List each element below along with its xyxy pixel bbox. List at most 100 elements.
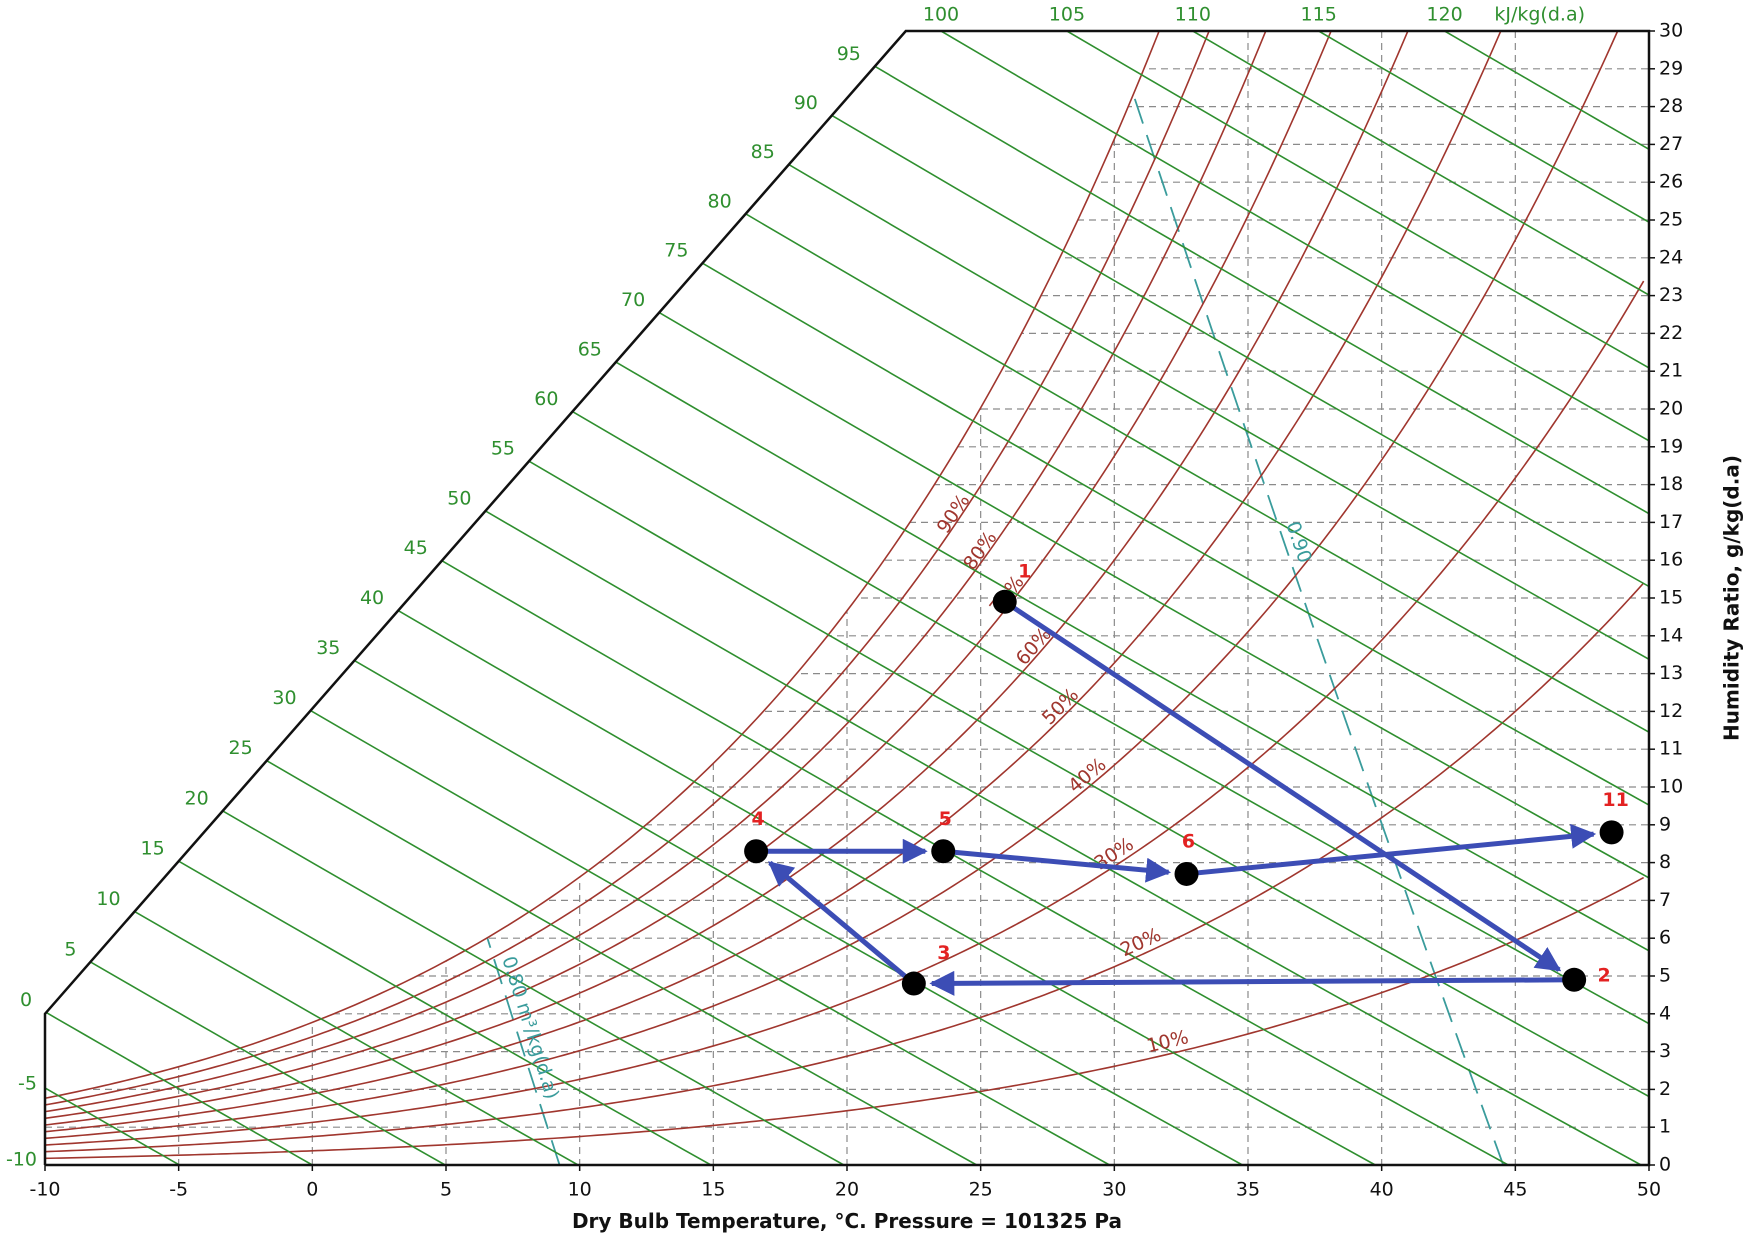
rh-curve — [45, 876, 1645, 1160]
enthalpy-line — [745, 213, 1649, 733]
x-tick-label: 20 — [835, 1179, 859, 1201]
y-tick-label: 2 — [1659, 1078, 1671, 1100]
y-tick-label: 10 — [1659, 776, 1683, 798]
enthalpy-line — [485, 510, 1642, 1165]
y-tick-label: 22 — [1659, 322, 1683, 344]
enthalpy-label: 100 — [923, 4, 959, 26]
y-tick-label: 5 — [1659, 965, 1671, 987]
y-tick-label: 24 — [1659, 246, 1683, 268]
y-tick-label: 19 — [1659, 435, 1683, 457]
enthalpy-label: -5 — [18, 1072, 37, 1094]
pressure-value: 101325 — [1004, 1209, 1088, 1233]
rh-curve — [45, 31, 1212, 1106]
rh-curve — [45, 31, 1335, 1120]
y-axis-title: Humidity Ratio, g/kg(d.a) — [1720, 455, 1744, 741]
rh-label: 40% — [1064, 753, 1110, 797]
enthalpy-line — [1444, 31, 1649, 151]
enthalpy-line — [222, 810, 845, 1165]
enthalpy-line — [397, 609, 1376, 1165]
y-tick-label: 9 — [1659, 813, 1671, 835]
rh-label: 50% — [1038, 684, 1083, 729]
enthalpy-label: 5 — [64, 938, 76, 960]
process-arrow — [943, 848, 1172, 883]
x-tick-label: 5 — [440, 1179, 452, 1201]
enthalpy-line — [788, 163, 1649, 661]
enthalpy-line — [90, 961, 446, 1165]
y-tick-label: 29 — [1659, 57, 1683, 79]
enthalpy-label: 30 — [272, 687, 296, 709]
enthalpy-label: 0 — [20, 989, 32, 1011]
enthalpy-line — [45, 1011, 313, 1165]
enthalpy-label: -10 — [6, 1149, 37, 1171]
enthalpy-line — [528, 460, 1649, 1098]
state-label: 6 — [1182, 830, 1195, 852]
volume-label: 0.90 — [1281, 519, 1316, 566]
process-arrow — [1003, 599, 1562, 972]
enthalpy-label: 85 — [751, 141, 775, 163]
process-arrow — [767, 860, 916, 986]
enthalpy-label: 80 — [707, 190, 731, 212]
x-axis-title: Dry Bulb Temperature, °C. Pressure = 101… — [572, 1209, 1122, 1233]
enthalpy-line — [831, 114, 1649, 588]
rh-curve — [45, 31, 1410, 1126]
enthalpy-label: 15 — [141, 838, 165, 860]
x-tick-label: 30 — [1102, 1179, 1126, 1201]
process-arrow — [929, 970, 1575, 996]
rh-label: 90% — [933, 490, 975, 537]
enthalpy-label: 55 — [491, 438, 515, 460]
volume-line — [1111, 31, 1505, 1165]
enthalpy-line — [1192, 31, 1649, 296]
y-tick-label: 6 — [1659, 927, 1671, 949]
enthalpy-line — [266, 759, 978, 1165]
y-tick-label: 17 — [1659, 511, 1683, 533]
y-tick-label: 25 — [1659, 209, 1683, 231]
enthalpy-label: 35 — [316, 637, 340, 659]
y-tick-label: 28 — [1659, 95, 1683, 117]
x-tick-label: -10 — [29, 1179, 60, 1201]
enthalpy-label: 40 — [360, 587, 384, 609]
state-point — [901, 971, 926, 996]
y-tick-label: 12 — [1659, 700, 1683, 722]
x-tick-label: -5 — [169, 1179, 188, 1201]
state-label: 11 — [1602, 789, 1628, 811]
x-tick-label: 25 — [969, 1179, 993, 1201]
enthalpy-line — [615, 361, 1649, 952]
y-tick-label: 3 — [1659, 1040, 1671, 1062]
enthalpy-line — [310, 709, 1110, 1165]
y-tick-label: 8 — [1659, 851, 1671, 873]
x-tick-label: 50 — [1637, 1179, 1661, 1201]
y-tick-label: 26 — [1659, 171, 1683, 193]
y-tick-label: 1 — [1659, 1116, 1671, 1138]
y-tick-label: 27 — [1659, 133, 1683, 155]
enthalpy-line — [354, 659, 1243, 1165]
enthalpy-label: 95 — [837, 43, 861, 65]
rh-curve — [45, 31, 1624, 1140]
enthalpy-line — [572, 410, 1649, 1025]
state-label: 4 — [751, 808, 764, 830]
y-tick-label: 16 — [1659, 549, 1683, 571]
state-point — [931, 839, 956, 864]
state-label: 5 — [939, 808, 952, 830]
enthalpy-label: 70 — [621, 289, 645, 311]
y-tick-label: 4 — [1659, 1002, 1671, 1024]
x-tick-label: 10 — [568, 1179, 592, 1201]
enthalpy-label: 45 — [404, 537, 428, 559]
enthalpy-line — [658, 311, 1649, 879]
rh-curve — [45, 280, 1645, 1146]
enthalpy-line — [45, 1087, 180, 1165]
rh-curve — [45, 31, 1271, 1113]
enthalpy-label: 50 — [447, 487, 471, 509]
x-tick-label: 40 — [1370, 1179, 1394, 1201]
plot-area — [45, 31, 1649, 1165]
y-tick-label: 11 — [1659, 738, 1683, 760]
enthalpy-unit: kJ/kg(d.a) — [1494, 4, 1585, 26]
rh-label: 80% — [959, 527, 1001, 574]
state-point — [744, 839, 769, 864]
chart-frame — [43, 29, 1651, 1167]
y-tick-label: 7 — [1659, 889, 1671, 911]
y-tick-label: 13 — [1659, 662, 1683, 684]
rh-curve — [45, 31, 1506, 1133]
enthalpy-label: 75 — [664, 240, 688, 262]
